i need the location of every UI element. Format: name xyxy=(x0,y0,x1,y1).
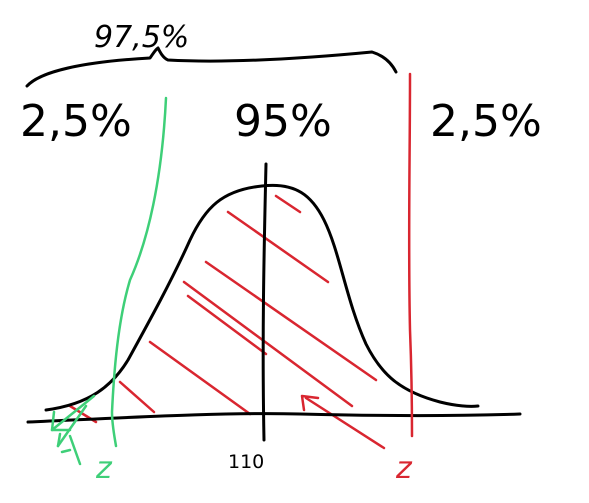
top-brace-label: 97,5% xyxy=(94,20,189,55)
right-z-label: z xyxy=(395,451,413,486)
x-axis xyxy=(26,412,522,424)
right-boundary-line xyxy=(407,72,414,438)
red-hatching xyxy=(68,194,386,450)
left-z-label: z xyxy=(95,451,113,486)
mean-label: 110 xyxy=(228,451,264,473)
left-arrows xyxy=(50,394,96,466)
center-label: 95% xyxy=(234,96,332,147)
mean-line xyxy=(261,162,268,442)
left-tail-label: 2,5% xyxy=(20,96,132,147)
top-brace xyxy=(25,46,398,88)
left-boundary-line xyxy=(110,96,168,448)
right-arrow xyxy=(300,394,320,412)
right-tail-label: 2,5% xyxy=(430,96,542,147)
bell-curve xyxy=(44,183,480,412)
